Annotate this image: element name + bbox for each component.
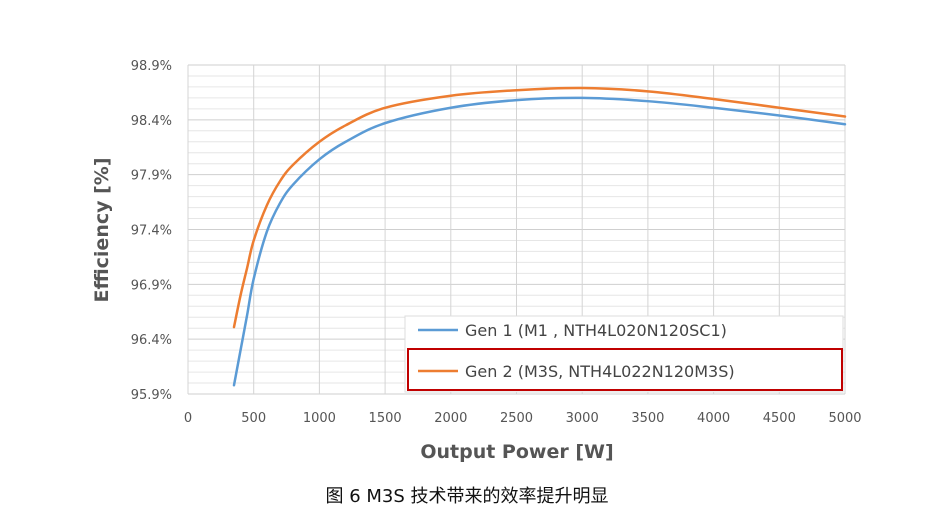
legend-label-gen2: Gen 2 (M3S, NTH4L022N120M3S) xyxy=(465,362,735,381)
y-tick-label: 98.4% xyxy=(131,114,172,129)
y-tick-labels: 95.9% 96.4% 96.9% 97.4% 97.9% 98.4% 98.9% xyxy=(131,59,172,403)
x-tick-label: 4000 xyxy=(697,411,730,426)
legend: Gen 1 (M1 , NTH4L020N120SC1) Gen 2 (M3S,… xyxy=(404,315,844,393)
x-tick-label: 3000 xyxy=(566,411,599,426)
y-tick-label: 97.9% xyxy=(131,169,172,184)
legend-highlight-box xyxy=(407,348,843,391)
y-tick-label: 96.4% xyxy=(131,333,172,348)
x-tick-label: 3500 xyxy=(631,411,664,426)
series-lines xyxy=(232,86,847,387)
x-tick-label: 5000 xyxy=(828,411,861,426)
series-line-gen2 xyxy=(232,86,847,329)
x-tick-label: 500 xyxy=(241,411,266,426)
efficiency-chart: 95.9% 96.4% 96.9% 97.4% 97.9% 98.4% 98.9% 0 500… xyxy=(91,59,862,463)
figure-caption: 图 6 M3S 技术带来的效率提升明显 xyxy=(325,486,609,507)
x-tick-label: 2500 xyxy=(500,411,533,426)
x-tick-label: 2000 xyxy=(434,411,467,426)
x-tick-labels: 0 500 1000 1500 2000 2500 3000 3500 4000 4500 5000 xyxy=(184,411,862,426)
y-tick-label: 96.9% xyxy=(131,278,172,293)
x-tick-label: 4500 xyxy=(763,411,796,426)
x-tick-label: 0 xyxy=(184,411,192,426)
series-line-gen1 xyxy=(232,96,847,387)
y-tick-label: 98.9% xyxy=(131,59,172,74)
x-axis-title: Output Power [W] xyxy=(420,441,613,463)
x-tick-label: 1500 xyxy=(369,411,402,426)
y-tick-label: 97.4% xyxy=(131,224,172,239)
x-tick-label: 1000 xyxy=(303,411,336,426)
y-axis-title: Efficiency [%] xyxy=(91,157,113,302)
legend-box xyxy=(404,315,844,393)
legend-label-gen1: Gen 1 (M1 , NTH4L020N120SC1) xyxy=(465,321,727,340)
y-tick-label: 95.9% xyxy=(131,388,172,403)
